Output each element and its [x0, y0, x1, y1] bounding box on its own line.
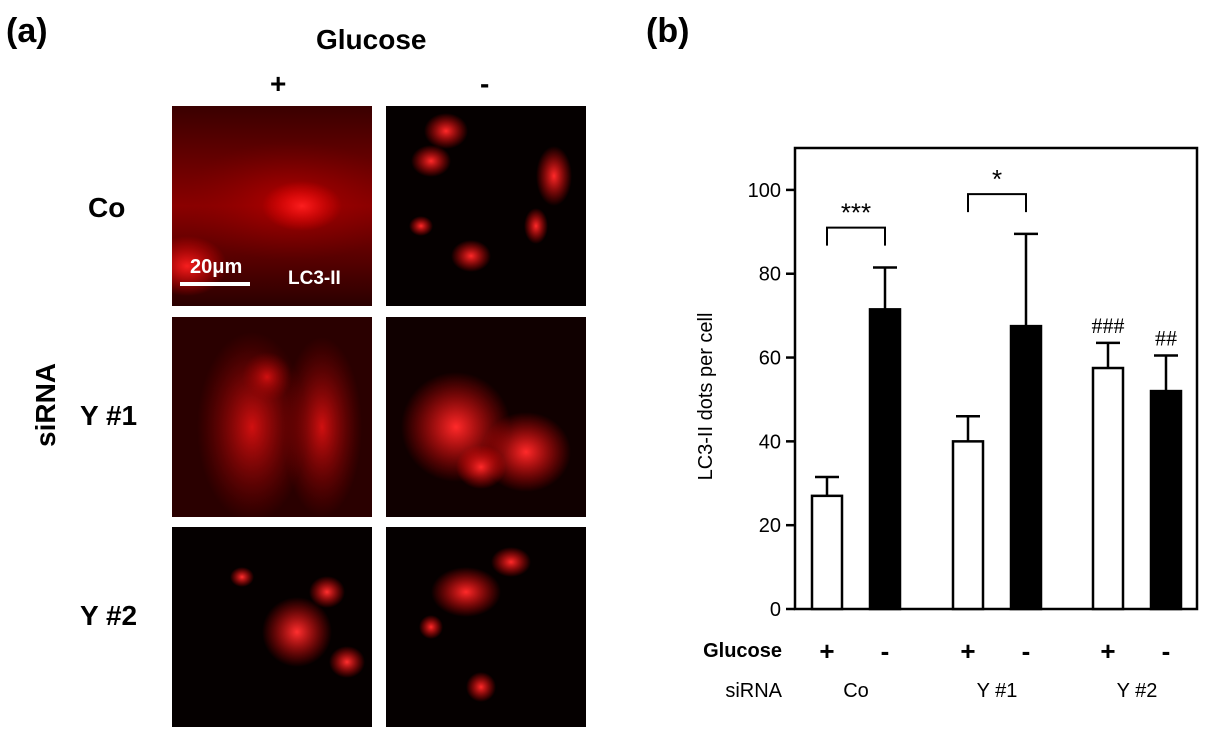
micrograph-y1-glucose-plus [172, 317, 372, 517]
bar [951, 440, 985, 611]
glucose-sign: + [1100, 636, 1115, 666]
glucose-column-header: Glucose [316, 24, 427, 55]
sirna-row-label: siRNA [725, 680, 782, 702]
y-tick-label: 0 [770, 599, 781, 621]
glucose-row-label: Glucose [703, 640, 782, 662]
micrograph-y2-glucose-plus [172, 527, 372, 727]
glucose-sign: + [819, 636, 834, 666]
bar [810, 494, 844, 611]
panel-a-letter: (a) [6, 12, 48, 50]
y-tick-label: 20 [759, 515, 781, 537]
significance-label: * [992, 164, 1002, 194]
y-axis-label: LC3-II dots per cell [695, 313, 717, 481]
significance-bracket [826, 226, 886, 246]
sirna-group-label: Y #2 [1117, 680, 1158, 702]
column-sign-plus: + [270, 68, 287, 99]
micrograph-y2-glucose-minus [386, 527, 586, 727]
column-sign-minus: - [480, 68, 490, 99]
group-annotation: ## [1155, 325, 1177, 350]
scale-bar [180, 282, 250, 286]
glucose-sign: + [960, 636, 975, 666]
y-tick-label: 40 [759, 431, 781, 453]
y-tick-label: 80 [759, 264, 781, 286]
y-tick-label: 60 [759, 348, 781, 370]
glucose-sign: - [1022, 636, 1031, 666]
glucose-sign: - [881, 636, 890, 666]
sirna-group-label: Co [843, 680, 869, 702]
micrograph-co-glucose-plus: 20μm LC3-II [172, 106, 372, 306]
significance-bracket [967, 193, 1027, 213]
row-label-y1: Y #1 [80, 400, 138, 431]
row-label-co: Co [88, 192, 126, 223]
stain-label: LC3-II [288, 268, 341, 289]
micrograph-y1-glucose-minus [386, 317, 586, 517]
glucose-sign: - [1162, 636, 1171, 666]
bar [1009, 324, 1043, 611]
group-annotation: ### [1092, 313, 1125, 338]
y-tick-label: 100 [748, 180, 781, 202]
panel-b-letter: (b) [646, 12, 690, 50]
micrograph-co-glucose-minus [386, 106, 586, 306]
scale-bar-label: 20μm [190, 256, 243, 278]
row-label-y2: Y #2 [80, 600, 138, 631]
plot-frame [793, 146, 1199, 611]
bar [1091, 366, 1125, 611]
significance-label: *** [841, 198, 871, 228]
bar [1149, 389, 1183, 611]
sirna-group-label: Y #1 [977, 680, 1018, 702]
bar [868, 308, 902, 611]
